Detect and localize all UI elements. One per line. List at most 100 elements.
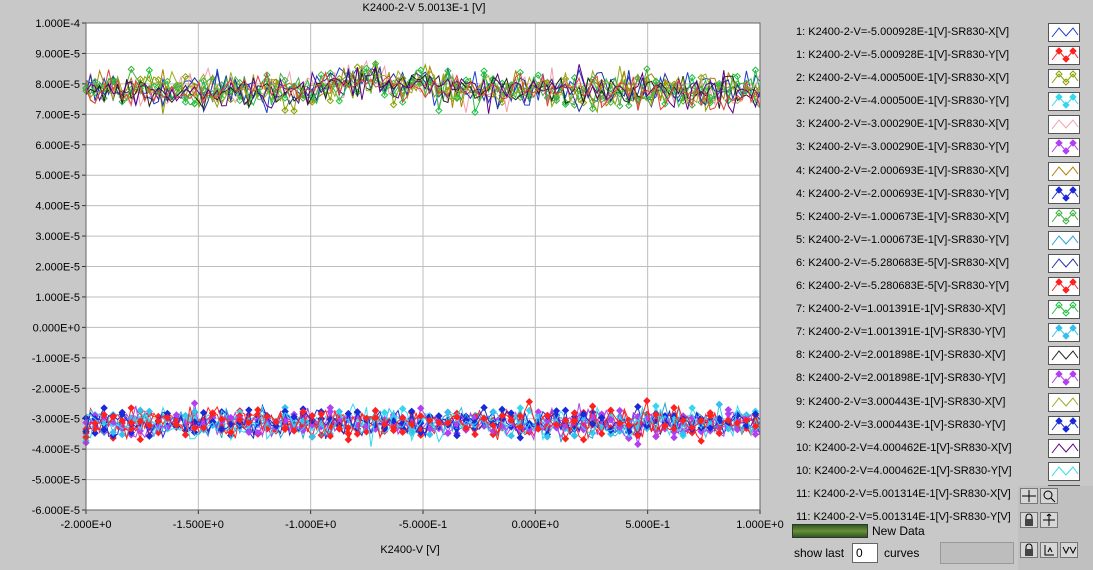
data-point <box>661 86 669 95</box>
data-point <box>561 100 570 108</box>
data-point <box>317 70 325 79</box>
data-point <box>181 431 190 439</box>
x-tick-label: -2.000E+0 <box>60 519 111 531</box>
legend-item[interactable]: 4: K2400-2-V=-2.000693E-1[V]-SR830-X[V] <box>790 161 1090 184</box>
legend-item[interactable]: 3: K2400-2-V=-3.000290E-1[V]-SR830-Y[V] <box>790 137 1090 160</box>
legend-swatch[interactable] <box>1048 392 1080 412</box>
legend-label: 8: K2400-2-V=2.001898E-1[V]-SR830-X[V] <box>796 349 1006 362</box>
legend-item[interactable]: 9: K2400-2-V=3.000443E-1[V]-SR830-X[V] <box>790 392 1090 415</box>
legend-label: 10: K2400-2-V=4.000462E-1[V]-SR830-Y[V] <box>796 464 1012 477</box>
legend-line-sample <box>1051 235 1079 246</box>
y-tick-label: 1.000E-4 <box>35 18 80 30</box>
x-tick-label: 5.000E-1 <box>625 519 670 531</box>
lock-icon[interactable] <box>1020 542 1038 558</box>
zoom-icon[interactable] <box>1040 488 1058 504</box>
legend-swatch[interactable] <box>1048 46 1080 66</box>
legend-swatch[interactable] <box>1048 115 1080 135</box>
data-point <box>353 430 362 438</box>
legend-item[interactable]: 1: K2400-2-V=-5.000928E-1[V]-SR830-X[V] <box>790 22 1090 45</box>
legend-swatch[interactable] <box>1048 184 1080 204</box>
pan-icon[interactable] <box>1040 512 1058 528</box>
crosshair-icon[interactable] <box>1020 488 1038 504</box>
legend-marker <box>1062 309 1070 317</box>
data-point <box>670 82 678 91</box>
legend-swatch[interactable] <box>1048 438 1080 458</box>
data-point <box>534 71 543 79</box>
legend-label: 8: K2400-2-V=2.001898E-1[V]-SR830-Y[V] <box>796 372 1006 385</box>
data-point <box>525 93 534 101</box>
data-point <box>679 416 687 425</box>
data-point <box>118 430 126 439</box>
legend-marker <box>1069 70 1077 78</box>
legend-swatch[interactable] <box>1048 138 1080 158</box>
format-icon[interactable] <box>1060 542 1078 558</box>
data-point <box>444 419 452 427</box>
data-point <box>362 64 371 73</box>
legend-item[interactable]: 2: K2400-2-V=-4.000500E-1[V]-SR830-X[V] <box>790 68 1090 91</box>
legend-item[interactable]: 8: K2400-2-V=2.001898E-1[V]-SR830-X[V] <box>790 345 1090 368</box>
legend-swatch[interactable] <box>1048 346 1080 366</box>
data-point <box>435 106 443 115</box>
data-point <box>245 406 253 414</box>
show-last-input[interactable] <box>852 543 878 563</box>
data-point <box>227 420 235 429</box>
legend-item[interactable]: 5: K2400-2-V=-1.000673E-1[V]-SR830-Y[V] <box>790 230 1090 253</box>
legend-marker <box>1069 278 1077 286</box>
legend-swatch[interactable] <box>1048 230 1080 250</box>
legend-item[interactable]: 8: K2400-2-V=2.001898E-1[V]-SR830-Y[V] <box>790 368 1090 391</box>
legend-item[interactable]: 6: K2400-2-V=-5.280683E-5[V]-SR830-Y[V] <box>790 276 1090 299</box>
scale-y-icon[interactable] <box>1040 542 1058 558</box>
legend-swatch[interactable] <box>1048 415 1080 435</box>
legend-item[interactable]: 10: K2400-2-V=4.000462E-1[V]-SR830-X[V] <box>790 438 1090 461</box>
data-point <box>570 432 579 440</box>
series-trace <box>85 67 761 110</box>
legend-item[interactable]: 9: K2400-2-V=3.000443E-1[V]-SR830-Y[V] <box>790 415 1090 438</box>
legend-swatch[interactable] <box>1048 369 1080 389</box>
legend-item[interactable]: 10: K2400-2-V=4.000462E-1[V]-SR830-Y[V] <box>790 461 1090 484</box>
legend-item[interactable]: 1: K2400-2-V=-5.000928E-1[V]-SR830-Y[V] <box>790 45 1090 68</box>
legend-swatch[interactable] <box>1048 323 1080 343</box>
data-point <box>236 415 244 424</box>
data-point <box>643 93 651 102</box>
data-point <box>552 420 561 429</box>
legend-item[interactable]: 4: K2400-2-V=-2.000693E-1[V]-SR830-Y[V] <box>790 184 1090 207</box>
legend-label: 5: K2400-2-V=-1.000673E-1[V]-SR830-X[V] <box>796 210 1010 223</box>
legend-item[interactable]: 2: K2400-2-V=-4.000500E-1[V]-SR830-Y[V] <box>790 91 1090 114</box>
y-tick-label: 1.000E-5 <box>35 292 80 304</box>
data-point <box>154 417 163 425</box>
lock-icon[interactable] <box>1020 512 1038 528</box>
legend-swatch[interactable] <box>1048 69 1080 89</box>
legend-marker <box>1069 139 1077 148</box>
legend-marker <box>1055 209 1063 217</box>
legend-swatch[interactable] <box>1048 277 1080 297</box>
legend-item[interactable]: 5: K2400-2-V=-1.000673E-1[V]-SR830-X[V] <box>790 207 1090 230</box>
legend-swatch[interactable] <box>1048 23 1080 42</box>
data-point <box>534 425 543 433</box>
data-point <box>597 95 606 104</box>
legend-swatch[interactable] <box>1048 161 1080 181</box>
y-tick-label: 8.000E-5 <box>35 79 80 91</box>
legend-swatch[interactable] <box>1048 92 1080 112</box>
legend-swatch[interactable] <box>1048 300 1080 320</box>
data-point <box>607 415 615 424</box>
data-point <box>227 413 235 422</box>
legend-item[interactable]: 7: K2400-2-V=1.001391E-1[V]-SR830-Y[V] <box>790 322 1090 345</box>
data-point <box>507 409 515 417</box>
legend-item[interactable]: 3: K2400-2-V=-3.000290E-1[V]-SR830-X[V] <box>790 114 1090 137</box>
show-last-label: show last <box>794 546 845 560</box>
data-point <box>172 411 181 419</box>
data-point <box>317 410 325 418</box>
legend-swatch[interactable] <box>1048 207 1080 227</box>
legend-swatch[interactable] <box>1048 461 1080 481</box>
legend-marker <box>1069 93 1077 101</box>
legend-swatch[interactable] <box>1048 253 1080 273</box>
legend-item[interactable]: 7: K2400-2-V=1.001391E-1[V]-SR830-X[V] <box>790 299 1090 322</box>
data-point <box>453 431 461 440</box>
data-point <box>326 432 334 440</box>
data-point <box>597 414 606 422</box>
legend-item[interactable]: 6: K2400-2-V=-5.280683E-5[V]-SR830-X[V] <box>790 253 1090 276</box>
graph-palette-bar[interactable] <box>940 542 1014 564</box>
legend-label: 1: K2400-2-V=-5.000928E-1[V]-SR830-Y[V] <box>796 49 1010 62</box>
data-point <box>561 98 570 107</box>
x-tick-label: -5.000E-1 <box>399 519 447 531</box>
